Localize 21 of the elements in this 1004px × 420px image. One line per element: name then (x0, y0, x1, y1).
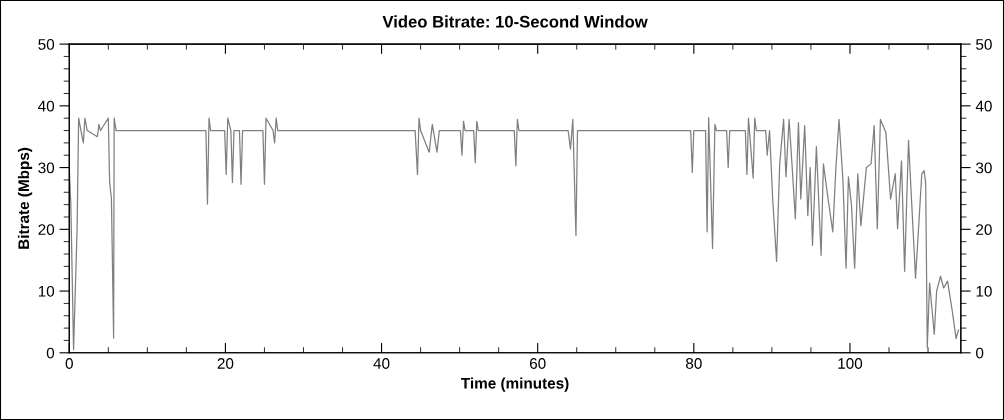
chart-title: Video Bitrate: 10-Second Window (382, 15, 648, 28)
y-tick-label: 20 (38, 224, 55, 236)
y2-tick-label: 20 (976, 224, 992, 236)
y2-tick-label: 30 (975, 162, 992, 174)
y2-tick-label: 0 (976, 347, 984, 359)
x-axis-title: Time (minutes) (461, 377, 569, 392)
y2-tick-label: 10 (976, 285, 992, 297)
y2-tick-label: 50 (976, 38, 992, 50)
x-tick-label: 80 (686, 358, 702, 369)
y-tick-label: 50 (38, 38, 55, 50)
y-tick-label: 40 (38, 100, 55, 112)
y-tick-label: 30 (38, 162, 55, 174)
x-tick-label: 20 (217, 358, 234, 369)
x-tick-label: 60 (529, 358, 546, 369)
y-axis-title: Bitrate (Mbps) (17, 147, 33, 249)
y-tick-label: 0 (46, 347, 55, 359)
y-tick-label: 10 (38, 285, 55, 297)
y2-tick-label: 40 (975, 100, 992, 112)
x-tick-label: 100 (838, 358, 863, 369)
x-tick-label: 0 (65, 358, 73, 369)
x-tick-label: 40 (373, 358, 390, 369)
